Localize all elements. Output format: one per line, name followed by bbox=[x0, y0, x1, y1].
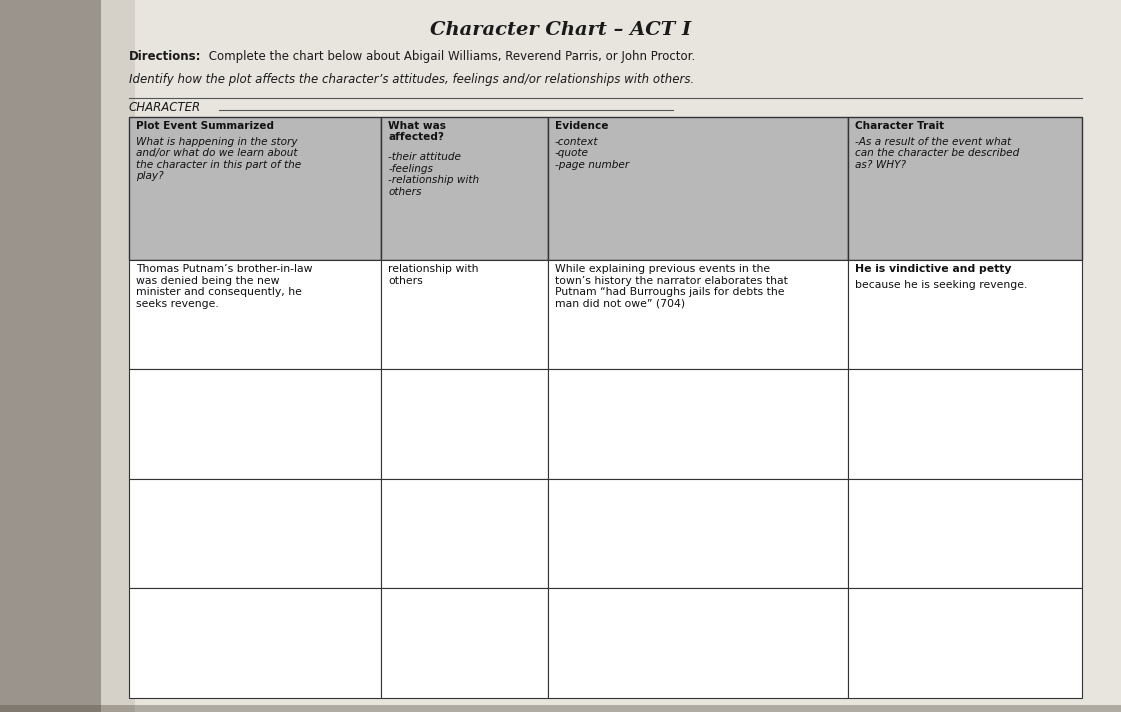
Text: He is vindictive and petty: He is vindictive and petty bbox=[855, 264, 1011, 274]
Bar bbox=[849, 370, 1082, 478]
Text: Identify how the plot affects the character’s attitudes, feelings and/or relatio: Identify how the plot affects the charac… bbox=[129, 73, 694, 85]
Bar bbox=[129, 260, 381, 370]
Bar bbox=[381, 478, 548, 588]
Bar bbox=[548, 117, 849, 260]
Text: Plot Event Summarized: Plot Event Summarized bbox=[136, 121, 274, 131]
Bar bbox=[849, 117, 1082, 260]
Bar bbox=[129, 478, 381, 588]
Text: Character Chart – ACT I: Character Chart – ACT I bbox=[430, 21, 691, 39]
Text: Thomas Putnam’s brother-in-law
was denied being the new
minister and consequentl: Thomas Putnam’s brother-in-law was denie… bbox=[136, 264, 312, 309]
Text: Evidence: Evidence bbox=[555, 121, 609, 131]
Bar bbox=[381, 260, 548, 370]
Bar bbox=[849, 260, 1082, 370]
Text: -As a result of the event what
can the character be described
as? WHY?: -As a result of the event what can the c… bbox=[855, 137, 1019, 169]
Text: -their attitude
-feelings
-relationship with
others: -their attitude -feelings -relationship … bbox=[388, 152, 480, 197]
Bar bbox=[548, 478, 849, 588]
Bar bbox=[0, 705, 1121, 712]
Text: While explaining previous events in the
town’s history the narrator elaborates t: While explaining previous events in the … bbox=[555, 264, 788, 309]
Bar bbox=[548, 370, 849, 478]
Text: What is happening in the story
and/or what do we learn about
the character in th: What is happening in the story and/or wh… bbox=[136, 137, 300, 182]
Bar bbox=[0, 0, 101, 712]
Text: -context
-quote
-page number: -context -quote -page number bbox=[555, 137, 629, 169]
Bar bbox=[129, 370, 381, 478]
Text: because he is seeking revenge.: because he is seeking revenge. bbox=[855, 280, 1028, 290]
Bar bbox=[129, 588, 381, 698]
Bar bbox=[381, 588, 548, 698]
Text: Complete the chart below about Abigail Williams, Reverend Parris, or John Procto: Complete the chart below about Abigail W… bbox=[205, 50, 695, 63]
Bar bbox=[129, 117, 381, 260]
Bar bbox=[548, 588, 849, 698]
Text: Directions:: Directions: bbox=[129, 50, 202, 63]
Bar bbox=[849, 478, 1082, 588]
Bar bbox=[381, 370, 548, 478]
Bar bbox=[101, 0, 135, 712]
Text: relationship with
others: relationship with others bbox=[388, 264, 479, 286]
Text: Character Trait: Character Trait bbox=[855, 121, 944, 131]
Bar bbox=[381, 117, 548, 260]
Text: What was
affected?: What was affected? bbox=[388, 121, 446, 142]
Text: CHARACTER: CHARACTER bbox=[129, 101, 201, 114]
Bar bbox=[849, 588, 1082, 698]
Bar bbox=[548, 260, 849, 370]
